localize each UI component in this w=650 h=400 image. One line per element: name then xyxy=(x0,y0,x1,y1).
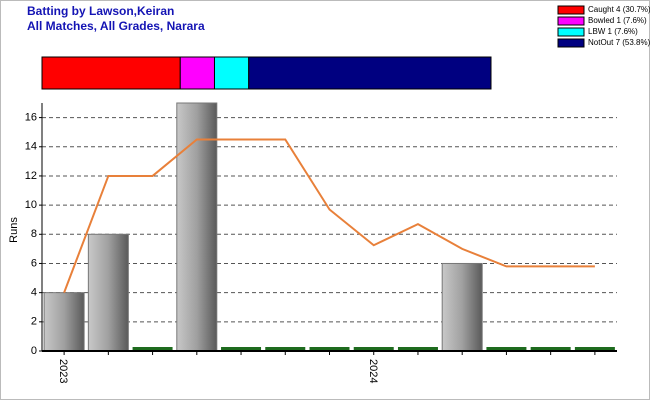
dismissal-segment xyxy=(213,56,250,90)
x-tick-label: 2023 xyxy=(57,359,69,383)
y-tick-label: 8 xyxy=(31,228,37,240)
y-axis-label: Runs xyxy=(8,217,20,243)
bar xyxy=(397,347,438,350)
bar xyxy=(265,347,306,350)
chart-title: Batting by Lawson,Keiran xyxy=(27,4,174,18)
bar xyxy=(309,347,350,350)
y-tick-label: 16 xyxy=(25,111,37,123)
y-tick-label: 14 xyxy=(25,141,37,153)
dismissal-segment xyxy=(41,56,181,90)
bar xyxy=(176,102,218,352)
bar xyxy=(43,292,85,352)
legend-swatch xyxy=(557,16,585,26)
chart-subtitle: All Matches, All Grades, Narara xyxy=(27,19,205,33)
legend-swatch xyxy=(557,5,585,15)
x-tick-label: 2024 xyxy=(367,359,379,383)
y-tick-label: 12 xyxy=(25,170,37,182)
legend-label: Bowled 1 (7.6%) xyxy=(588,16,647,25)
bar xyxy=(132,347,173,350)
legend-label: LBW 1 (7.6%) xyxy=(588,27,638,36)
bar xyxy=(574,347,615,350)
bar xyxy=(441,262,483,352)
y-tick-label: 6 xyxy=(31,257,37,269)
dismissal-segment xyxy=(248,56,492,90)
y-tick-label: 4 xyxy=(31,287,37,299)
y-tick-label: 10 xyxy=(25,199,37,211)
bar xyxy=(87,233,129,352)
average-line xyxy=(63,138,595,294)
bar xyxy=(486,347,527,350)
legend-swatch xyxy=(557,38,585,48)
y-tick-label: 0 xyxy=(31,345,37,357)
bar xyxy=(353,347,394,350)
bar xyxy=(530,347,571,350)
bar xyxy=(221,347,262,350)
y-tick-label: 2 xyxy=(31,316,37,328)
legend-label: NotOut 7 (53.8%) xyxy=(588,38,650,47)
legend-label: Caught 4 (30.7%) xyxy=(588,5,650,14)
dismissal-segment xyxy=(179,56,215,90)
legend-swatch xyxy=(557,27,585,37)
